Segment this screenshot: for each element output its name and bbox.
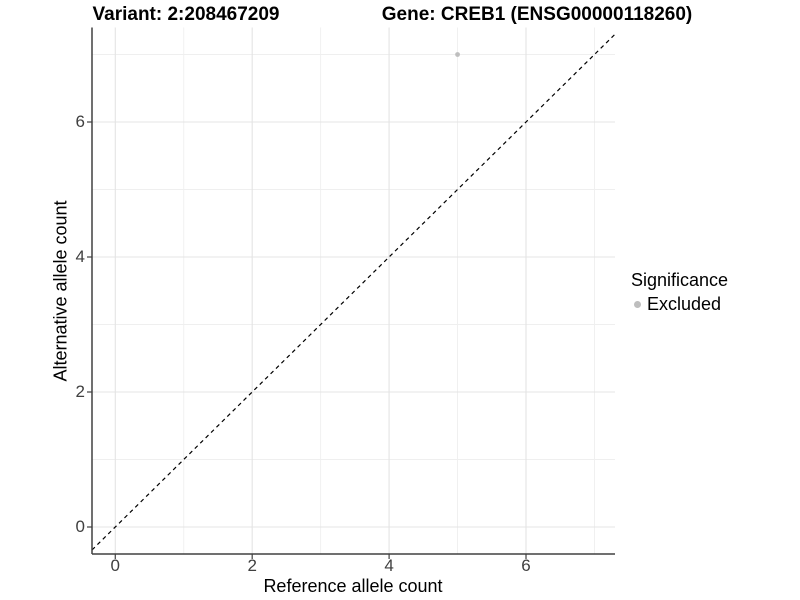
data-point bbox=[455, 52, 460, 57]
legend-title: Significance bbox=[631, 270, 729, 290]
plot-title-gene: Gene: CREB1 (ENSG00000118260) bbox=[381, 4, 693, 25]
x-tick-label: 4 bbox=[384, 556, 394, 575]
legend-point-icon bbox=[634, 300, 641, 308]
legend-entry: Excluded bbox=[634, 294, 728, 314]
legend: Significance Excluded bbox=[631, 270, 728, 314]
y-tick-label: 0 bbox=[75, 517, 85, 536]
y-tick-label: 4 bbox=[75, 247, 85, 266]
x-tick-label: 0 bbox=[110, 556, 120, 575]
x-tick-label: 6 bbox=[521, 556, 531, 575]
x-axis-title: Reference allele count bbox=[263, 576, 443, 596]
plot-title-variant: Variant: 2:208467209 bbox=[92, 4, 280, 25]
legend-entry-label: Excluded bbox=[647, 294, 722, 314]
identity-reference-line bbox=[92, 33, 615, 551]
y-tick-label: 2 bbox=[75, 382, 85, 401]
x-tick-label: 2 bbox=[247, 556, 257, 575]
y-axis-title: Alternative allele count bbox=[50, 200, 71, 382]
y-tick-label: 6 bbox=[75, 112, 85, 131]
legend-entries: Excluded bbox=[631, 294, 728, 314]
